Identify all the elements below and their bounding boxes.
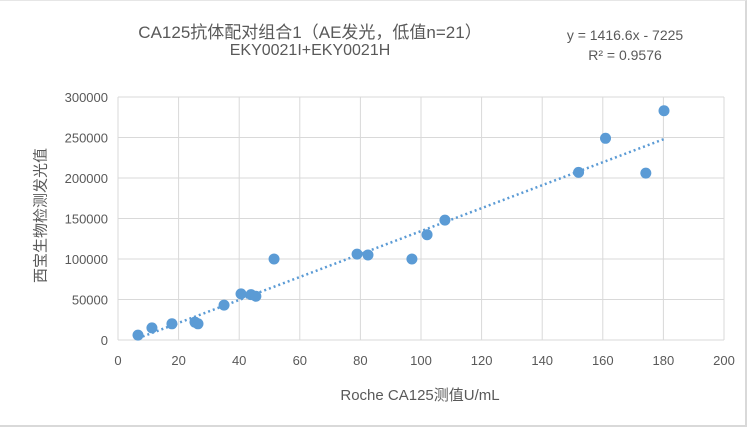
data-point: [166, 318, 178, 330]
data-point: [406, 253, 418, 265]
y-tick-label: 0: [101, 333, 108, 348]
trendline-equation: y = 1416.6x - 7225: [566, 27, 684, 43]
x-tick-label: 80: [353, 353, 367, 368]
data-point: [146, 322, 158, 334]
data-point: [421, 229, 433, 241]
data-point: [192, 318, 204, 330]
data-point: [439, 214, 451, 226]
y-tick-label: 250000: [65, 131, 108, 146]
data-point: [573, 166, 585, 178]
trendline-r2: R² = 0.9576: [588, 47, 662, 63]
chart-subtitle: EKY0021I+EKY0021H: [229, 42, 391, 59]
chart-frame: [0, 0, 747, 427]
x-tick-label: 180: [653, 353, 675, 368]
trendline: [137, 137, 665, 340]
data-point: [268, 253, 280, 265]
x-axis-label: Roche CA125测值U/mL: [340, 387, 500, 404]
data-point: [132, 329, 144, 341]
x-tick-label: 20: [171, 353, 185, 368]
data-point: [658, 105, 670, 117]
x-tick-label: 140: [531, 353, 553, 368]
data-point: [362, 249, 374, 261]
x-tick-label: 100: [410, 353, 432, 368]
x-tick-label: 0: [114, 353, 121, 368]
data-point: [235, 288, 247, 300]
y-tick-label: 150000: [65, 212, 108, 227]
chart-title: CA125抗体配对组合1（AE发光，低值n=21）: [138, 23, 482, 42]
y-tick-label: 200000: [65, 171, 108, 186]
y-tick-label: 300000: [65, 90, 108, 105]
x-tick-label: 60: [293, 353, 307, 368]
data-point: [351, 248, 363, 260]
y-tick-label: 50000: [72, 293, 108, 308]
data-point: [640, 167, 652, 179]
data-point: [250, 290, 262, 302]
data-point: [218, 299, 230, 311]
y-tick-label: 100000: [65, 252, 108, 267]
x-tick-label: 40: [232, 353, 246, 368]
x-tick-label: 120: [471, 353, 493, 368]
x-tick-label: 160: [592, 353, 614, 368]
x-tick-label: 200: [713, 353, 735, 368]
data-point: [600, 132, 612, 144]
